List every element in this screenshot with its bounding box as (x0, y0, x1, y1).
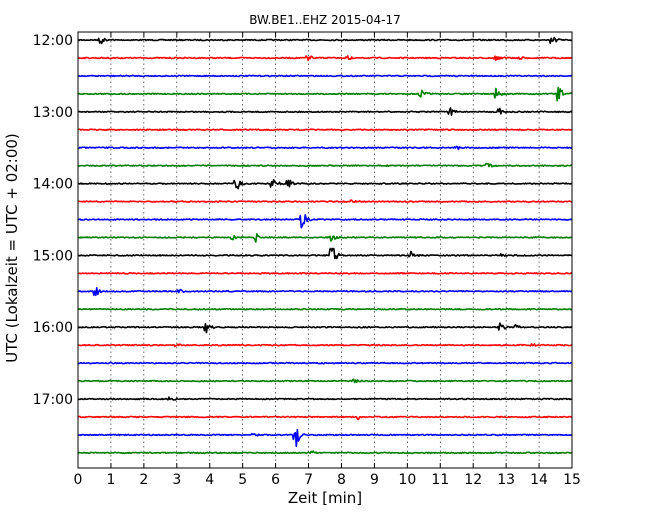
x-tick-label-1: 1 (106, 472, 115, 488)
trace-1400 (77, 178, 573, 190)
x-tick-label-10: 10 (398, 472, 416, 488)
y-tick-label-1700: 17:00 (33, 392, 73, 408)
x-tick-label-15: 15 (563, 472, 581, 488)
trace-1645 (77, 378, 573, 384)
y-tick-label-1200: 12:00 (33, 33, 73, 49)
x-tick-label-14: 14 (530, 472, 548, 488)
y-axis-label: UTC (Lokalzeit = UTC + 02:00) (3, 133, 21, 363)
y-tick-label-1300: 13:00 (33, 105, 73, 121)
x-tick-label-7: 7 (304, 472, 313, 488)
trace-1245 (77, 86, 573, 102)
trace-1445 (77, 233, 573, 243)
trace-1515 (77, 272, 573, 275)
x-tick-label-9: 9 (370, 472, 379, 488)
trace-1745 (77, 450, 573, 455)
trace-1600 (77, 322, 573, 334)
trace-1215 (77, 55, 573, 62)
x-tick-label-11: 11 (431, 472, 449, 488)
x-tick-label-4: 4 (205, 472, 214, 488)
trace-1300 (77, 107, 573, 116)
trace-1700 (77, 396, 573, 401)
y-axis-ticks: 12:00 13:00 14:00 15:00 16:00 17:00 (33, 33, 572, 408)
trace-1715 (77, 415, 573, 421)
x-tick-label-6: 6 (271, 472, 280, 488)
trace-1330 (77, 145, 573, 151)
trace-1200 (77, 36, 573, 45)
x-tick-label-2: 2 (139, 472, 148, 488)
trace-1430 (77, 214, 573, 229)
x-tick-label-8: 8 (337, 472, 346, 488)
x-tick-label-3: 3 (172, 472, 181, 488)
y-tick-label-1600: 16:00 (33, 320, 73, 336)
trace-1415 (77, 199, 573, 204)
y-tick-label-1400: 14:00 (33, 177, 73, 193)
x-tick-label-5: 5 (238, 472, 247, 488)
plot-frame (77, 31, 573, 469)
x-axis-ticks: 0 1 2 3 4 5 6 7 8 9 10 11 12 13 14 15 (74, 32, 581, 488)
trace-1315 (77, 128, 573, 132)
trace-series (77, 36, 573, 455)
trace-1345 (77, 162, 573, 168)
trace-1530 (77, 287, 573, 297)
trace-1230 (77, 74, 573, 78)
chart-title: BW.BE1..EHZ 2015-04-17 (249, 13, 401, 27)
x-tick-label-13: 13 (497, 472, 515, 488)
grid-lines (77, 32, 573, 468)
trace-1730 (77, 428, 573, 448)
y-tick-label-1500: 15:00 (33, 248, 73, 264)
trace-1500 (77, 247, 573, 260)
trace-1545 (77, 307, 573, 311)
x-axis-label: Zeit [min] (288, 489, 362, 507)
trace-1630 (77, 361, 573, 365)
x-tick-label-12: 12 (464, 472, 482, 488)
trace-1615 (77, 343, 573, 348)
x-tick-label-0: 0 (74, 472, 83, 488)
